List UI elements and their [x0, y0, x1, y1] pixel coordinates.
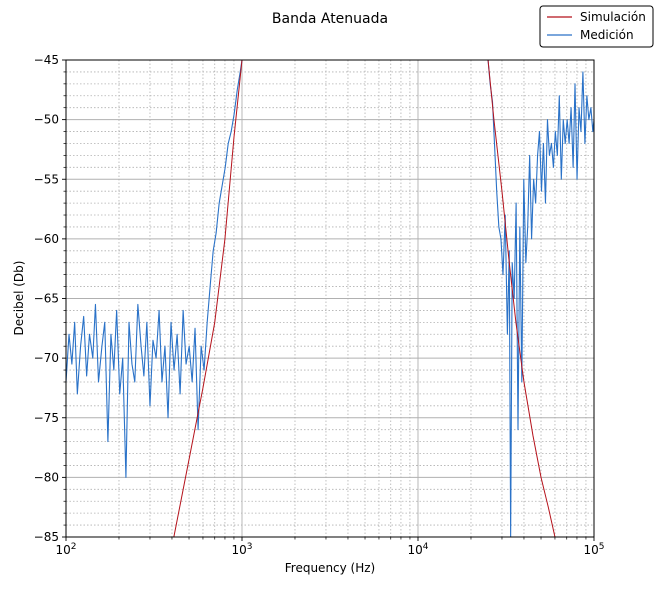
y-tick-label: −45	[34, 53, 59, 67]
legend-label-medicion: Medición	[580, 28, 634, 42]
legend: Simulación Medición	[539, 5, 654, 48]
series-line-medicion	[487, 60, 594, 537]
axis-ticks: 102 103 104 105 −45 −50 −55 −60 −65 −70 −75 −80 −85	[34, 53, 605, 557]
y-tick-label: −60	[34, 232, 59, 246]
y-tick-label: −70	[34, 351, 59, 365]
series-line-medicion	[66, 60, 243, 478]
chart-title: Banda Atenuada	[272, 11, 388, 27]
y-axis-label: Decibel (Db)	[12, 261, 26, 336]
x-tick-label: 103	[231, 542, 252, 557]
series-line-simulacion	[487, 60, 556, 537]
x-tick-label: 104	[407, 542, 428, 557]
x-axis-label: Frequency (Hz)	[285, 561, 376, 575]
x-tick-label: 105	[583, 542, 604, 557]
y-tick-label: −80	[34, 470, 59, 484]
series-line-simulacion	[173, 60, 243, 537]
y-tick-label: −65	[34, 292, 59, 306]
legend-box	[539, 5, 654, 48]
legend-label-simulacion: Simulación	[580, 10, 646, 24]
x-tick-label: 102	[55, 542, 76, 557]
y-tick-label: −85	[34, 530, 59, 544]
series-layer	[66, 60, 594, 537]
y-tick-label: −50	[34, 113, 59, 127]
y-tick-label: −75	[34, 411, 59, 425]
y-tick-label: −55	[34, 172, 59, 186]
